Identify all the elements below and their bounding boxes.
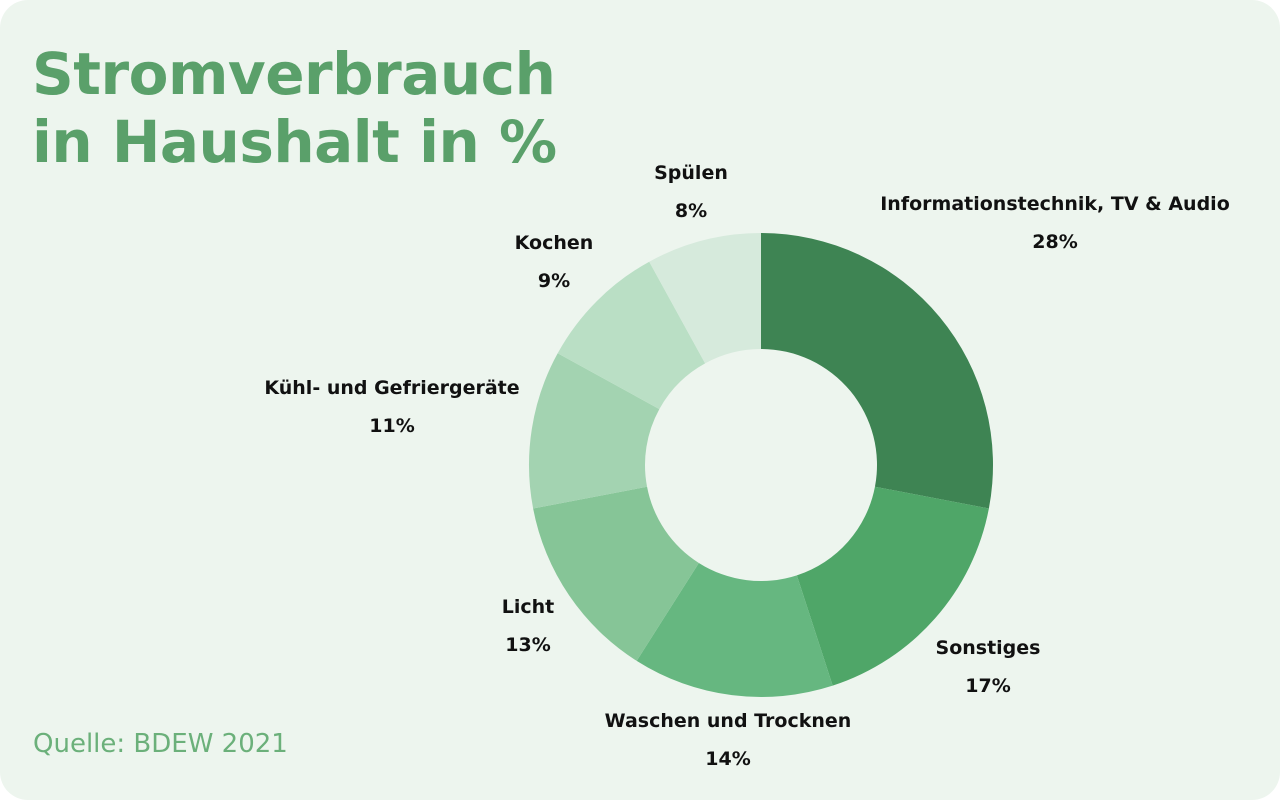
donut-slice-7	[649, 233, 761, 364]
donut-slice-6	[557, 261, 706, 410]
slice-value-label: 28%	[1032, 231, 1077, 253]
donut-slice-1	[761, 233, 993, 509]
slice-category-label: Informationstechnik, TV & Audio	[880, 193, 1230, 215]
page-title: Stromverbrauch in Haushalt in %	[32, 40, 557, 176]
slice-value-label: 14%	[705, 748, 750, 770]
donut-slices	[529, 233, 993, 697]
title-line-2: in Haushalt in %	[32, 108, 557, 176]
slice-category-label: Sonstiges	[936, 637, 1041, 659]
slice-value-label: 17%	[965, 675, 1010, 697]
slice-labels: Informationstechnik, TV & Audio 28% Sonsti…	[264, 162, 1229, 770]
slice-category-label: Licht	[502, 596, 555, 618]
source-note: Quelle: BDEW 2021	[33, 729, 288, 759]
slice-value-label: 9%	[538, 270, 570, 292]
slice-category-label: Kühl- und Gefriergeräte	[264, 377, 519, 399]
title-line-1: Stromverbrauch	[32, 40, 556, 108]
donut-slice-3	[636, 562, 833, 697]
slice-value-label: 8%	[675, 200, 707, 222]
slice-category-label: Kochen	[515, 232, 594, 254]
donut-slice-2	[796, 486, 989, 686]
slice-category-label: Waschen und Trocknen	[605, 710, 852, 732]
slice-value-label: 11%	[369, 415, 414, 437]
slice-category-label: Spülen	[654, 162, 728, 184]
donut-slice-4	[533, 486, 699, 661]
slice-value-label: 13%	[505, 634, 550, 656]
donut-slice-5	[529, 353, 660, 509]
